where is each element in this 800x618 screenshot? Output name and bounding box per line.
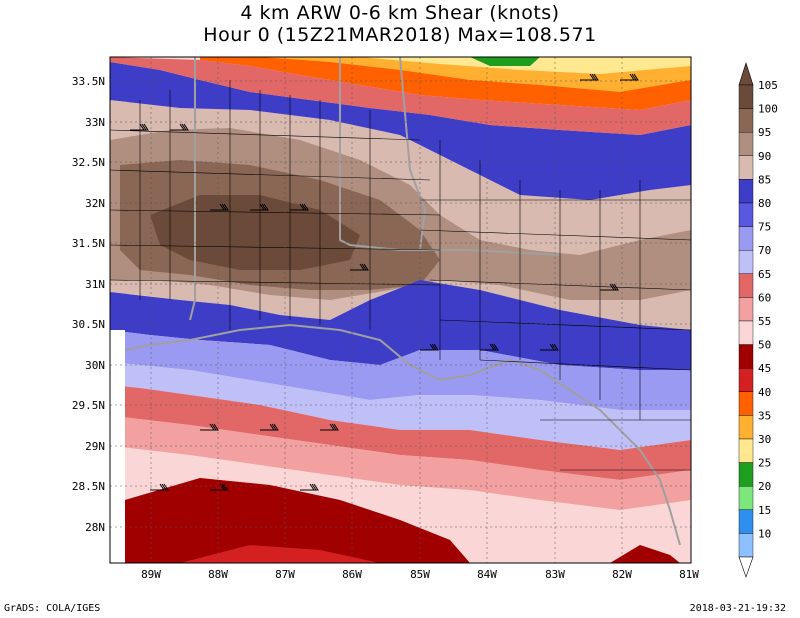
colorbar-swatch — [738, 155, 754, 180]
lat-label: 33.5N — [72, 75, 105, 88]
colorbar-swatch — [738, 108, 754, 133]
lon-label: 84W — [477, 568, 497, 581]
lon-label: 88W — [208, 568, 228, 581]
colorbar-label: 60 — [758, 291, 771, 304]
lat-label: 31.5N — [72, 237, 105, 250]
lat-label: 30.5N — [72, 318, 105, 331]
colorbar-label: 75 — [758, 221, 771, 234]
map-title: 4 km ARW 0-6 km Shear (knots) — [240, 2, 560, 24]
colorbar-label: 70 — [758, 244, 771, 257]
colorbar-bottom-arrow — [738, 556, 754, 578]
colorbar-label: 105 — [758, 79, 778, 92]
longitude-labels: 89W 88W 87W 86W 85W 84W 83W 82W 81W — [141, 568, 699, 581]
colorbar-label: 15 — [758, 504, 771, 517]
colorbar-label: 20 — [758, 480, 771, 493]
colorbar-label: 80 — [758, 197, 771, 210]
lon-label: 81W — [679, 568, 699, 581]
lon-label: 89W — [141, 568, 161, 581]
lat-label: 31N — [85, 278, 105, 291]
colorbar-swatch — [738, 415, 754, 440]
lon-label: 82W — [612, 568, 632, 581]
lat-label: 28.5N — [72, 480, 105, 493]
colorbar-label: 35 — [758, 409, 771, 422]
colorbar-label: 65 — [758, 268, 771, 281]
colorbar-swatch — [738, 486, 754, 511]
colorbar-label: 10 — [758, 527, 771, 540]
lat-label: 29N — [85, 440, 105, 453]
colorbar-label: 100 — [758, 103, 778, 116]
map-subtitle: Hour 0 (15Z21MAR2018) Max=108.571 — [203, 24, 597, 46]
colorbar-label: 30 — [758, 433, 771, 446]
colorbar-swatch — [738, 179, 754, 204]
colorbar-swatch — [738, 509, 754, 534]
latitude-labels: 33.5N 33N 32.5N 32N 31.5N 31N 30.5N 30N … — [72, 75, 105, 534]
lon-label: 86W — [342, 568, 362, 581]
colorbar-swatch — [738, 131, 754, 156]
colorbar-swatch — [738, 438, 754, 463]
lat-label: 30N — [85, 359, 105, 372]
lon-label: 85W — [410, 568, 430, 581]
colorbar-label: 95 — [758, 126, 771, 139]
map-frame — [109, 56, 692, 564]
wind-barbs — [130, 73, 639, 491]
colorbar: 105 100 95 90 85 80 75 70 65 60 55 50 45 40 35 30 25 20 15… — [738, 62, 778, 578]
colorbar-label: 50 — [758, 339, 771, 352]
colorbar-swatch — [738, 297, 754, 322]
colorbar-swatch — [738, 320, 754, 345]
colorbar-swatch — [738, 273, 754, 298]
shear-shading — [110, 57, 691, 563]
lat-label: 32.5N — [72, 156, 105, 169]
colorbar-swatch — [738, 368, 754, 393]
lat-label: 33N — [85, 116, 105, 129]
lon-label: 83W — [545, 568, 565, 581]
grid-lines — [110, 57, 691, 563]
county-lines — [110, 80, 691, 471]
colorbar-swatch — [738, 84, 754, 109]
lat-label: 28N — [85, 521, 105, 534]
lon-label: 87W — [275, 568, 295, 581]
colorbar-swatch — [738, 226, 754, 251]
footer-timestamp: 2018-03-21-19:32 — [689, 603, 786, 614]
colorbar-swatch — [738, 202, 754, 227]
colorbar-label: 25 — [758, 457, 771, 470]
colorbar-label: 90 — [758, 150, 771, 163]
colorbar-swatch — [738, 391, 754, 416]
footer-credit: GrADS: COLA/IGES — [4, 603, 101, 614]
colorbar-label: 85 — [758, 173, 771, 186]
colorbar-label: 55 — [758, 315, 771, 328]
colorbar-label: 45 — [758, 362, 771, 375]
colorbar-swatch — [738, 344, 754, 369]
colorbar-top-arrow — [738, 62, 754, 86]
colorbar-swatch — [738, 249, 754, 274]
colorbar-label: 40 — [758, 386, 771, 399]
lat-label: 29.5N — [72, 399, 105, 412]
colorbar-swatch — [738, 533, 754, 558]
lat-label: 32N — [85, 197, 105, 210]
colorbar-swatch — [738, 462, 754, 487]
